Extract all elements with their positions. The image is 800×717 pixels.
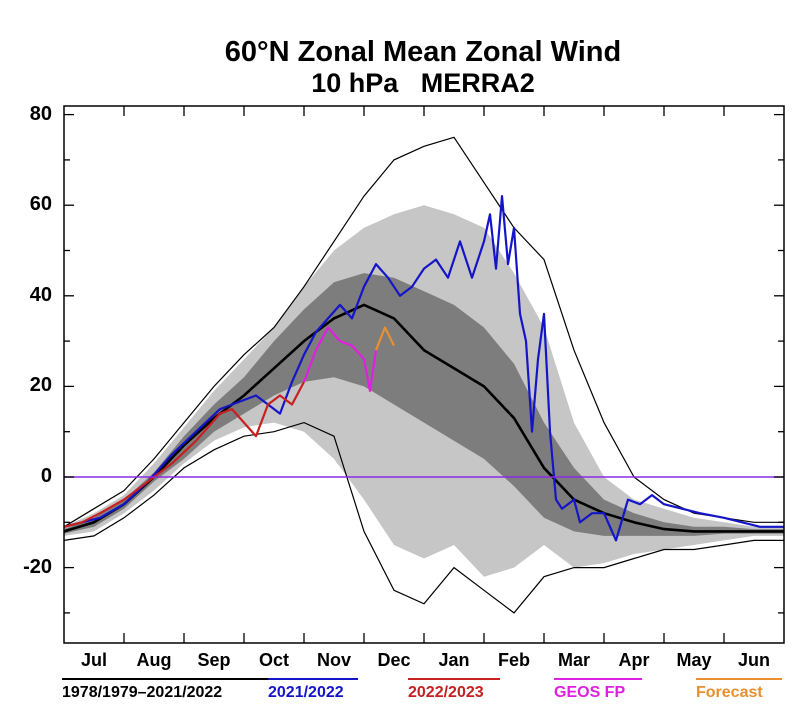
line-2021-2022 — [63, 195, 784, 542]
line-climatology-mean — [63, 303, 784, 533]
y-tick-label: 60 — [29, 193, 52, 216]
x-tick-label: Dec — [377, 650, 411, 670]
band-inner — [64, 273, 784, 536]
x-tick-label: Nov — [316, 650, 351, 670]
x-tick-label: Feb — [497, 650, 530, 670]
y-tick-label: 0 — [40, 465, 52, 487]
line-geos-fp — [302, 326, 378, 392]
line-climatology-min — [63, 421, 784, 614]
legend-label-climatology: 1978/1979–2021/2022 — [62, 684, 223, 701]
legend-label-forecast: Forecast — [696, 684, 763, 701]
y-tick-label: -20 — [23, 555, 52, 578]
axis-ticks — [64, 106, 784, 643]
x-tick-label: Jul — [80, 650, 107, 670]
legend-swatch-2021-2022 — [268, 678, 358, 680]
series-lines — [63, 136, 784, 614]
legend-swatch-forecast — [696, 678, 782, 680]
x-tick-label: May — [676, 650, 712, 670]
x-tick-label: Oct — [258, 650, 289, 670]
y-tick-label: 80 — [29, 102, 52, 125]
legend-2021-2022: 2021/2022 — [268, 678, 360, 702]
x-tick-label: Jun — [737, 650, 770, 670]
legend-swatch-geos-fp — [554, 678, 642, 680]
percentile-bands — [64, 205, 784, 577]
x-tick-label: Jan — [438, 650, 470, 670]
line-forecast — [374, 326, 395, 351]
line-2022-2023 — [63, 381, 305, 528]
legend-forecast: Forecast — [696, 678, 786, 702]
x-tick-label: Apr — [618, 650, 650, 670]
x-tick-label: Mar — [557, 650, 590, 670]
legend-label-2022-2023: 2022/2023 — [408, 684, 484, 701]
legend-swatch-climatology — [62, 678, 274, 680]
legend-climatology: 1978/1979–2021/2022 — [62, 678, 274, 702]
legend-label-2021-2022: 2021/2022 — [268, 684, 344, 701]
line-climatology-max — [63, 136, 784, 528]
y-tick-label: 20 — [29, 374, 52, 397]
x-tick-label: Aug — [136, 650, 172, 670]
x-tick-label: Sep — [197, 650, 231, 670]
chart-subtitle: 10 hPa MERRA2 — [311, 68, 535, 98]
legend-label-geos-fp: GEOS FP — [554, 684, 626, 701]
y-tick-label: 40 — [29, 283, 52, 306]
legend-swatch-2022-2023 — [408, 678, 500, 680]
legend-2022-2023: 2022/2023 — [408, 678, 502, 702]
chart-title: 60°N Zonal Mean Zonal Wind — [224, 36, 622, 68]
legend-geos-fp: GEOS FP — [554, 678, 644, 702]
